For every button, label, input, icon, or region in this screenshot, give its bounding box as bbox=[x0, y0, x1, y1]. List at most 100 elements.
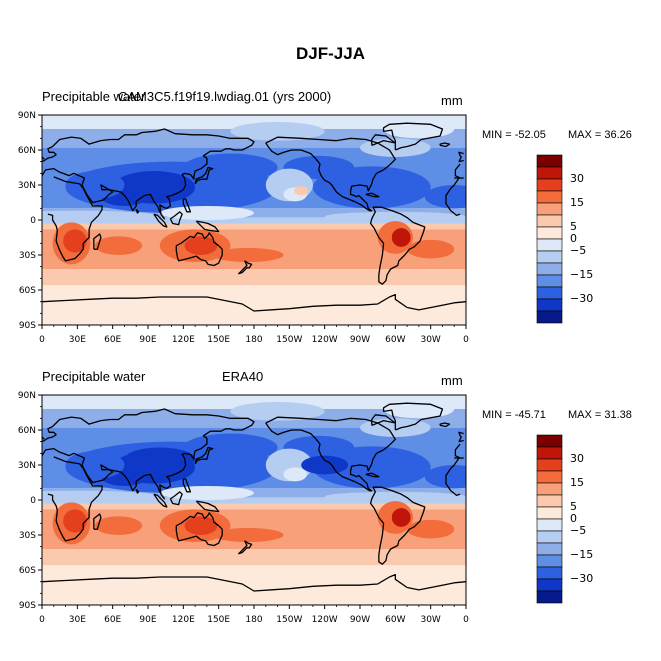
colorbar-swatch bbox=[536, 238, 563, 252]
contour-field bbox=[42, 115, 466, 325]
coastline-newGuinea bbox=[195, 500, 220, 513]
coastline-sriLanka bbox=[135, 209, 140, 214]
lon-tick-label: 60E bbox=[104, 335, 121, 345]
contour-region bbox=[324, 211, 466, 222]
contour-band bbox=[42, 497, 466, 504]
colorbar-swatch bbox=[536, 154, 563, 168]
contour-region bbox=[312, 446, 431, 489]
colorbar-swatch bbox=[536, 434, 563, 448]
contour-region bbox=[407, 519, 455, 539]
coastline-antarctica bbox=[42, 294, 466, 312]
lon-tick-label: 120E bbox=[172, 615, 195, 625]
colorbar-swatch bbox=[536, 446, 563, 460]
colorbar-swatch bbox=[536, 458, 563, 472]
lon-tick-label: 180 bbox=[245, 335, 262, 345]
lon-tick-label: 150W bbox=[276, 335, 302, 345]
colorbar-label: 0 bbox=[570, 232, 577, 245]
contour-region bbox=[95, 236, 143, 256]
contour-region bbox=[183, 433, 278, 462]
colorbar-swatch bbox=[536, 298, 563, 312]
coastline-africa bbox=[47, 456, 103, 542]
contour-band bbox=[42, 223, 466, 230]
lon-tick-label: 30E bbox=[69, 335, 86, 345]
contour-band bbox=[42, 488, 466, 498]
lat-tick-label: 90S bbox=[19, 601, 36, 611]
panel-units-label: mm bbox=[441, 373, 463, 388]
contour-region bbox=[65, 451, 125, 479]
contour-band bbox=[42, 217, 466, 224]
lat-tick-label: 30S bbox=[19, 531, 36, 541]
colorbar-swatch bbox=[536, 202, 563, 216]
coastline-borneo bbox=[169, 211, 183, 226]
contour-band bbox=[42, 503, 466, 510]
contour-band bbox=[42, 565, 466, 605]
contour-region bbox=[159, 486, 254, 500]
lat-tick-label: 30S bbox=[19, 251, 36, 261]
colorbar-swatch bbox=[536, 262, 563, 276]
contour-region bbox=[95, 516, 143, 535]
contour-region bbox=[42, 210, 160, 223]
coastline-cuba bbox=[365, 192, 380, 198]
colorbar-label: −15 bbox=[570, 548, 593, 561]
contour-region bbox=[391, 508, 411, 527]
lon-tick-label: 90W bbox=[350, 335, 370, 345]
colorbar-swatch bbox=[536, 542, 563, 556]
contour-region bbox=[63, 509, 87, 533]
lat-tick-label: 30N bbox=[18, 181, 36, 191]
coastline-eurasia bbox=[42, 128, 255, 220]
colorbar-swatch bbox=[536, 178, 563, 192]
lon-tick-label: 0 bbox=[463, 615, 469, 625]
lon-tick-label: 60W bbox=[385, 335, 405, 345]
lat-tick-label: 30N bbox=[18, 461, 36, 471]
lon-tick-label: 0 bbox=[39, 615, 45, 625]
colorbar-label: −5 bbox=[570, 524, 586, 537]
contour-band bbox=[42, 208, 466, 218]
colorbar-swatch bbox=[536, 482, 563, 496]
coastline-cuba bbox=[365, 472, 380, 478]
coastline-northAmerica bbox=[265, 136, 396, 212]
coastline-philippines bbox=[182, 198, 192, 213]
coastline-southAmerica bbox=[369, 486, 426, 565]
colorbar-swatch bbox=[536, 166, 563, 180]
coastline-africa bbox=[47, 176, 103, 262]
contour-band bbox=[42, 115, 466, 129]
colorbar-label: 5 bbox=[570, 220, 577, 233]
colorbar-swatch bbox=[536, 530, 563, 544]
difference-map-panel-obs: 90N 60N 30N 0 30S 60S 90S 0 30E 60E 90E 120E 150E 180… bbox=[0, 365, 661, 635]
colorbar-label: 5 bbox=[570, 500, 577, 513]
colorbar-label: 30 bbox=[570, 452, 584, 465]
lat-tick-label: 90N bbox=[18, 111, 36, 121]
coastline-philippines bbox=[182, 478, 192, 493]
colorbar-label: −5 bbox=[570, 244, 586, 257]
coastline-eurasia bbox=[454, 443, 461, 459]
lat-tick-label: 0 bbox=[30, 216, 36, 226]
colorbar-swatch bbox=[536, 470, 563, 484]
coastline-baffin bbox=[371, 134, 396, 146]
coastline-borneo bbox=[169, 491, 183, 506]
contour-field bbox=[42, 395, 466, 605]
panel-min-label: MIN = -52.05 bbox=[482, 129, 546, 141]
contour-region bbox=[230, 122, 325, 141]
lon-tick-label: 30W bbox=[420, 335, 440, 345]
contour-band bbox=[42, 285, 466, 325]
coastline-eurasia bbox=[42, 408, 255, 500]
colorbar-swatch bbox=[536, 274, 563, 288]
contour-region bbox=[312, 166, 431, 209]
contour-region bbox=[212, 248, 284, 262]
contour-region bbox=[183, 153, 278, 182]
lon-tick-label: 150E bbox=[207, 615, 230, 625]
lon-tick-label: 60E bbox=[104, 615, 121, 625]
contour-region bbox=[230, 402, 325, 421]
lon-tick-label: 30W bbox=[420, 615, 440, 625]
contour-region bbox=[301, 455, 349, 475]
contour-region bbox=[124, 447, 196, 471]
contour-band bbox=[42, 549, 466, 566]
colorbar-swatch bbox=[536, 310, 563, 324]
coastline-madagascar bbox=[93, 233, 102, 250]
colorbar-swatch bbox=[536, 250, 563, 264]
contour-region bbox=[42, 490, 160, 503]
colorbar-swatch bbox=[536, 518, 563, 532]
